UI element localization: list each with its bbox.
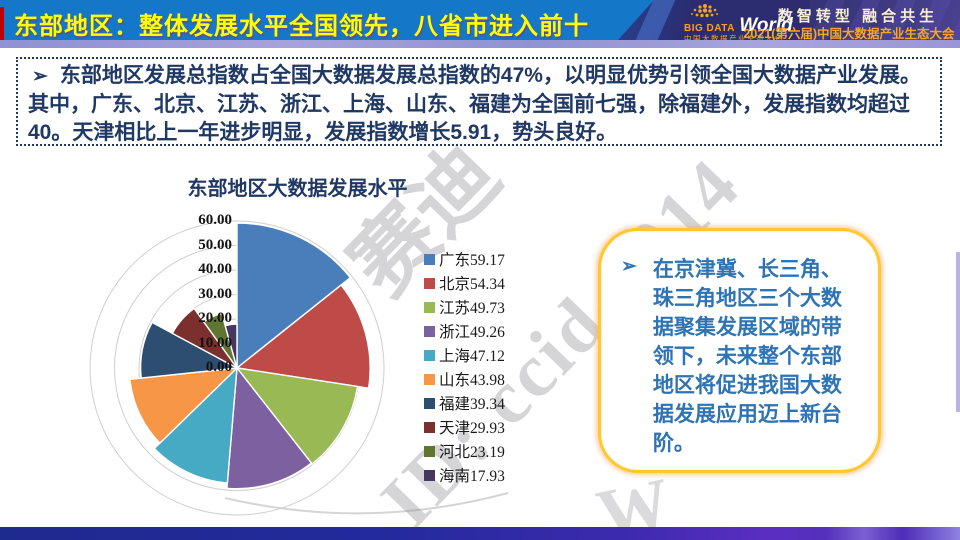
- summary-box: ➢ 东部地区发展总指数占全国大数据发展总指数的47%，以明显优势引领全国大数据产业…: [16, 57, 942, 146]
- rose-sector-江苏: [235, 367, 359, 465]
- rose-sector-福建: [139, 321, 240, 379]
- rose-sector-北京: [235, 284, 371, 389]
- legend-swatch: [424, 373, 435, 385]
- rose-sector-海南: [224, 323, 238, 369]
- insight-box: ➢ 在京津冀、长三角、珠三角地区三个大数据聚集发展区域的带领下，未来整个东部地区…: [598, 228, 881, 473]
- legend-label: 江苏49.73: [439, 300, 505, 317]
- right-edge-decoration: [956, 252, 960, 412]
- legend-item-浙江: 浙江49.26: [424, 319, 505, 343]
- legend-item-河北: 河北23.19: [424, 439, 505, 463]
- rose-sector-上海: [153, 366, 238, 484]
- rose-sector-浙江: [226, 366, 313, 490]
- legend-label: 北京54.34: [439, 276, 505, 293]
- rose-sector-河北: [202, 312, 238, 369]
- bottom-bar: [0, 527, 960, 540]
- legend-label: 天津29.93: [439, 420, 505, 437]
- legend-label: 广东59.17: [439, 252, 505, 269]
- legend-item-江苏: 江苏49.73: [424, 295, 505, 319]
- grid-circle: [89, 220, 385, 516]
- rose-sector-山东: [129, 367, 239, 445]
- summary-bullet-icon: ➢: [32, 66, 48, 87]
- legend-item-海南: 海南17.93: [424, 463, 505, 487]
- slogan-text: 数智转型 融合共生: [777, 8, 939, 25]
- legend-item-北京: 北京54.34: [424, 271, 505, 295]
- legend-label: 山东43.98: [439, 372, 505, 389]
- legend-swatch: [424, 325, 435, 337]
- logo-dots-icon: [691, 4, 718, 18]
- page-title: 东部地区：整体发展水平全国领先，八省市进入前十: [14, 13, 589, 40]
- chart-title: 东部地区大数据发展水平: [187, 178, 408, 200]
- logo-bigdata-text: BIG DATA: [684, 23, 735, 34]
- legend-item-山东: 山东43.98: [424, 367, 505, 391]
- diagonal-bands: [810, 0, 960, 40]
- legend-swatch: [424, 301, 435, 313]
- rose-sector-广东: [236, 222, 352, 370]
- legend-item-天津: 天津29.93: [424, 415, 505, 439]
- header-bar: 东部地区：整体发展水平全国领先，八省市进入前十 BIG DATA World: [0, 0, 960, 40]
- legend-label: 上海47.12: [439, 348, 505, 365]
- legend-label: 浙江49.26: [439, 324, 505, 341]
- legend-item-上海: 上海47.12: [424, 343, 505, 367]
- logo-wordmark: BIG DATA World: [684, 15, 793, 37]
- conference-banner: BIG DATA World 中国大数据产业生态大会 数智转型 融合共生 202…: [618, 0, 960, 40]
- legend-item-广东: 广东59.17: [424, 247, 505, 271]
- conference-title: 2021(第六届)中国大数据产业生态大会: [743, 27, 955, 41]
- legend-swatch: [424, 349, 435, 361]
- legend-item-福建: 福建39.34: [424, 391, 505, 415]
- chart-legend: 广东59.17 北京54.34 江苏49.73 浙江49.26 上海47.12 山东43.…: [424, 247, 505, 487]
- summary-text: 东部地区发展总指数占全国大数据发展总指数的47%，以明显优势引领全国大数据产业发…: [28, 64, 921, 144]
- legend-swatch: [424, 397, 435, 409]
- divider-strip: [0, 40, 960, 48]
- legend-label: 海南17.93: [439, 468, 505, 485]
- rose-chart: [89, 220, 385, 516]
- logo-world-text: World: [739, 15, 793, 36]
- legend-swatch: [424, 421, 435, 433]
- rose-sector-天津: [171, 307, 238, 369]
- header-red-accent: [0, 7, 4, 40]
- logo-tagline: 中国大数据产业生态大会: [684, 34, 783, 43]
- insight-bullet-icon: ➢: [621, 256, 637, 277]
- legend-swatch: [424, 277, 435, 289]
- legend-swatch: [424, 253, 435, 265]
- legend-label: 河北23.19: [439, 444, 505, 461]
- summary-paragraph: ➢ 东部地区发展总指数占全国大数据发展总指数的47%，以明显优势引领全国大数据产业…: [28, 62, 930, 147]
- legend-swatch: [424, 445, 435, 457]
- legend-label: 福建39.34: [439, 396, 505, 413]
- insight-text: 在京津冀、长三角、珠三角地区三个大数据聚集发展区域的带领下，未来整个东部地区将促…: [652, 258, 842, 455]
- legend-swatch: [424, 469, 435, 481]
